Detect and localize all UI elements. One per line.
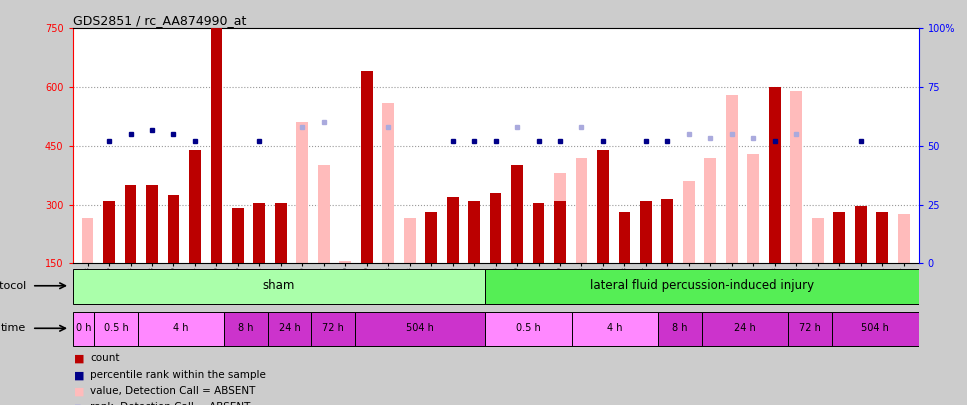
Bar xyxy=(318,165,330,263)
Bar xyxy=(489,193,502,263)
Bar xyxy=(575,158,587,263)
Bar xyxy=(297,122,308,263)
Text: sham: sham xyxy=(262,279,295,292)
Bar xyxy=(146,185,158,263)
Text: time: time xyxy=(1,323,26,333)
Bar xyxy=(339,261,351,263)
Bar xyxy=(571,312,659,346)
Bar xyxy=(355,312,484,346)
Bar xyxy=(484,269,919,304)
Bar xyxy=(704,158,717,263)
Text: 8 h: 8 h xyxy=(672,323,688,333)
Bar xyxy=(167,195,179,263)
Text: value, Detection Call = ABSENT: value, Detection Call = ABSENT xyxy=(90,386,255,396)
Bar xyxy=(619,212,630,263)
Bar xyxy=(512,173,523,263)
Bar xyxy=(137,312,224,346)
Bar xyxy=(597,150,609,263)
Text: percentile rank within the sample: percentile rank within the sample xyxy=(90,371,266,380)
Bar xyxy=(447,197,458,263)
Text: rank, Detection Call = ABSENT: rank, Detection Call = ABSENT xyxy=(90,402,250,405)
Bar xyxy=(876,212,888,263)
Bar xyxy=(94,312,137,346)
Bar xyxy=(659,312,702,346)
Bar xyxy=(103,200,115,263)
Bar xyxy=(790,91,803,263)
Text: 72 h: 72 h xyxy=(322,323,344,333)
Bar xyxy=(640,200,652,263)
Bar xyxy=(726,95,738,263)
Bar xyxy=(554,173,566,263)
Bar xyxy=(747,153,759,263)
Bar xyxy=(224,312,268,346)
Bar xyxy=(382,103,395,263)
Bar xyxy=(812,218,824,263)
Bar xyxy=(702,312,788,346)
Bar xyxy=(897,214,910,263)
Text: 24 h: 24 h xyxy=(278,323,301,333)
Text: GDS2851 / rc_AA874990_at: GDS2851 / rc_AA874990_at xyxy=(73,14,246,27)
Text: 0 h: 0 h xyxy=(75,323,91,333)
Bar xyxy=(404,218,416,263)
Bar xyxy=(253,202,265,263)
Text: ■: ■ xyxy=(74,386,85,396)
Bar xyxy=(876,216,888,263)
Bar xyxy=(788,312,832,346)
Text: 72 h: 72 h xyxy=(800,323,821,333)
Text: 504 h: 504 h xyxy=(862,323,890,333)
Bar xyxy=(189,150,201,263)
Bar xyxy=(275,202,287,263)
Bar xyxy=(81,218,94,263)
Bar xyxy=(769,87,780,263)
Text: 0.5 h: 0.5 h xyxy=(103,323,129,333)
Text: 4 h: 4 h xyxy=(173,323,189,333)
Bar xyxy=(268,312,311,346)
Bar xyxy=(425,212,437,263)
Text: 8 h: 8 h xyxy=(238,323,254,333)
Bar xyxy=(855,207,866,263)
Bar xyxy=(361,71,372,263)
Bar xyxy=(484,312,571,346)
Bar xyxy=(211,28,222,263)
Text: ■: ■ xyxy=(74,371,85,380)
Bar xyxy=(683,181,694,263)
Bar xyxy=(125,185,136,263)
Text: lateral fluid percussion-induced injury: lateral fluid percussion-induced injury xyxy=(590,279,814,292)
Bar xyxy=(832,312,919,346)
Bar xyxy=(73,312,94,346)
Bar xyxy=(512,165,523,263)
Bar xyxy=(661,199,673,263)
Bar xyxy=(554,200,566,263)
Text: ■: ■ xyxy=(74,354,85,363)
Text: 4 h: 4 h xyxy=(607,323,623,333)
Text: protocol: protocol xyxy=(0,281,26,291)
Bar xyxy=(232,209,244,263)
Text: 504 h: 504 h xyxy=(406,323,433,333)
Bar xyxy=(311,312,355,346)
Text: 24 h: 24 h xyxy=(734,323,756,333)
Bar xyxy=(73,269,484,304)
Text: count: count xyxy=(90,354,120,363)
Text: ▪: ▪ xyxy=(74,402,82,405)
Bar xyxy=(533,202,544,263)
Text: 0.5 h: 0.5 h xyxy=(515,323,541,333)
Bar xyxy=(834,212,845,263)
Bar xyxy=(468,200,480,263)
